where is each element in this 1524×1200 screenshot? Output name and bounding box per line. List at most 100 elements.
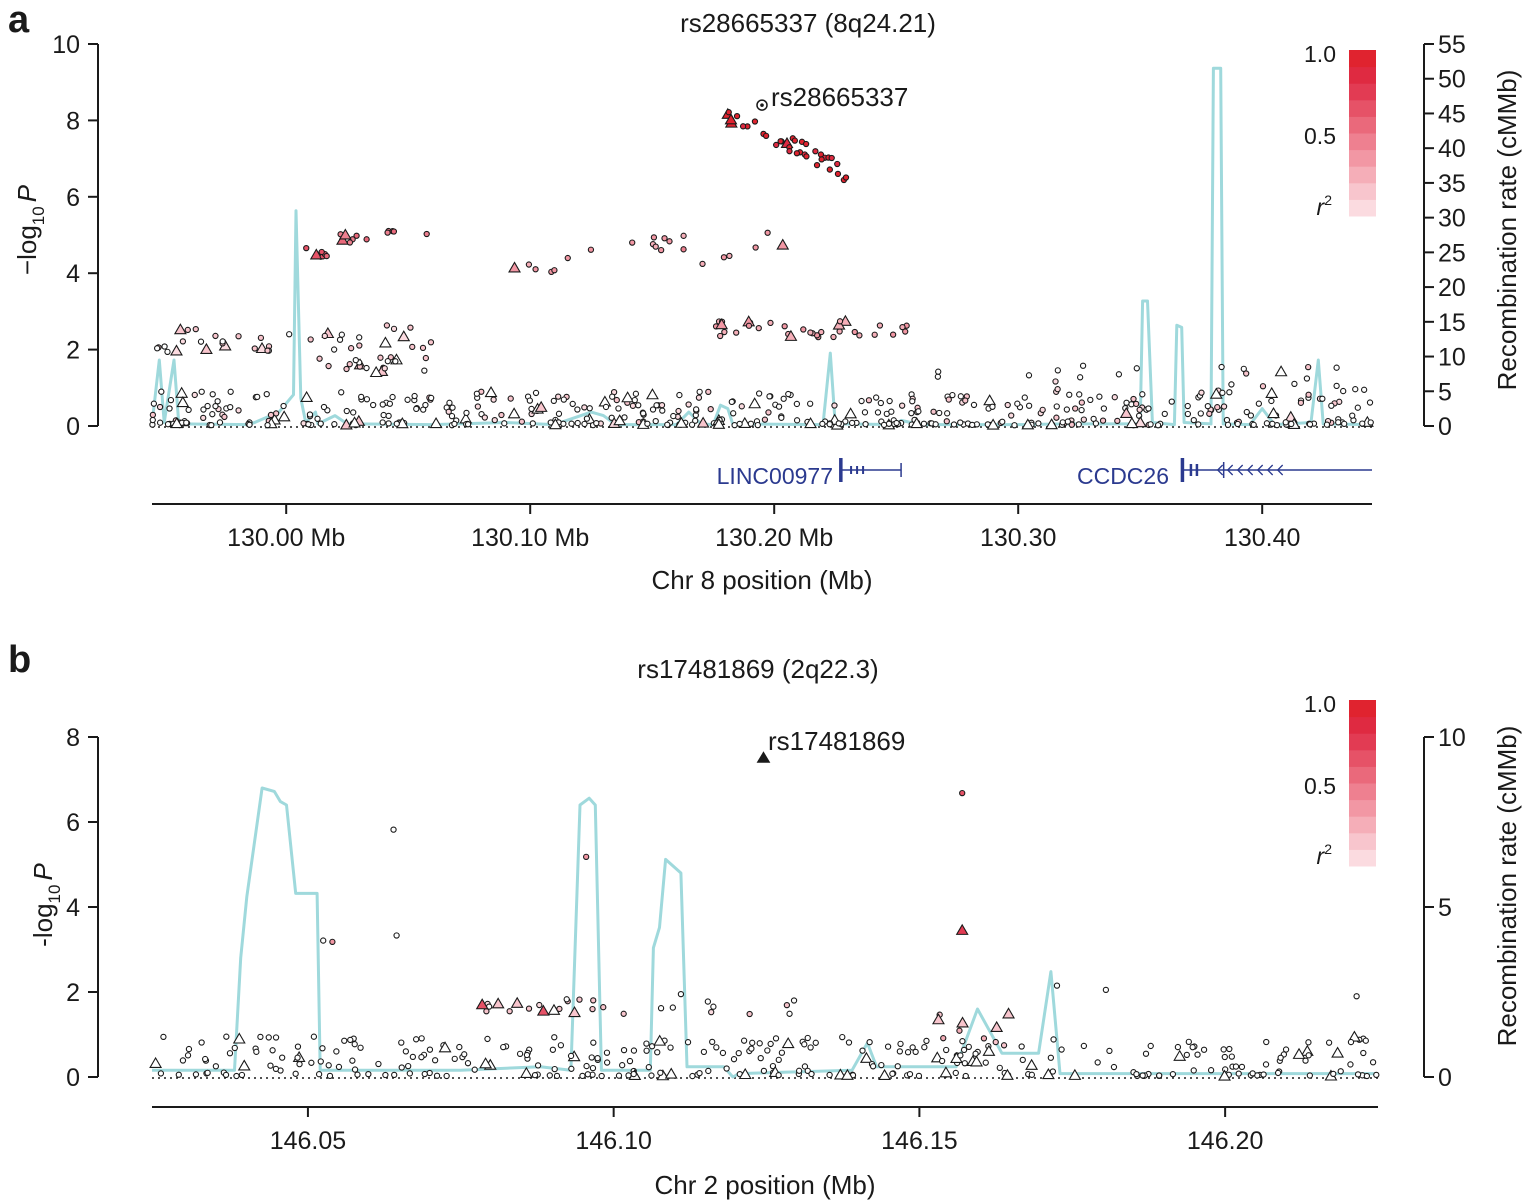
snp-point (719, 1049, 727, 1057)
snp-point (393, 932, 400, 939)
snp-point (1366, 399, 1374, 406)
snp-point (1333, 382, 1340, 390)
snp-point (222, 1071, 230, 1079)
snp-point-triangle (1133, 416, 1147, 428)
snp-point (501, 420, 508, 427)
snp-point (1076, 391, 1083, 398)
snp-point (198, 388, 205, 395)
snp-point (246, 421, 253, 428)
snp-point (657, 1005, 665, 1012)
snp-point (1011, 422, 1018, 429)
gene-exon (862, 466, 865, 474)
snp-point (930, 408, 937, 415)
snp-point (807, 400, 814, 407)
snp-point (471, 1066, 478, 1073)
snp-point (204, 1069, 211, 1076)
snp-point (1039, 406, 1046, 413)
snp-point (197, 338, 205, 345)
snp-point (932, 421, 939, 428)
snp-point (692, 417, 699, 424)
snp-point (880, 421, 888, 429)
snp-point (563, 996, 570, 1003)
snp-point (264, 421, 271, 429)
snp-point (325, 1062, 332, 1069)
snp-point (363, 364, 370, 372)
snp-point (761, 416, 769, 423)
snp-point (185, 1045, 193, 1053)
snp-point (1185, 1038, 1192, 1046)
r2-legend-swatch (1349, 816, 1376, 834)
snp-point (876, 322, 884, 329)
snp-point (584, 1071, 592, 1078)
panel-b-legend-label: r2 (1317, 841, 1333, 869)
snp-point (212, 1063, 220, 1070)
snp-point (1110, 1063, 1118, 1071)
snp-point-triangle (173, 323, 187, 335)
snp-point (775, 1072, 782, 1079)
y2-tick-label: 0 (1438, 1064, 1452, 1092)
snp-point (389, 393, 396, 401)
snp-point (1305, 363, 1312, 371)
x-tick-label: 130.20 Mb (715, 524, 833, 552)
snp-point (1156, 1072, 1163, 1079)
y-tick-label: 8 (66, 107, 80, 135)
snp-point (546, 1072, 553, 1079)
snp-point-triangle (536, 1004, 550, 1016)
snp-point (272, 1065, 280, 1073)
snp-point (386, 400, 394, 407)
snp-point-triangle (653, 1034, 667, 1046)
snp-point (582, 853, 590, 860)
snp-point (871, 331, 878, 338)
snp-point (427, 394, 435, 402)
snp-point (874, 409, 882, 416)
snp-point-triangle (931, 1013, 945, 1025)
snp-point (778, 414, 785, 421)
snp-point (1054, 386, 1061, 393)
snp-point (254, 393, 261, 401)
snp-point-triangle (910, 416, 924, 429)
snp-point (730, 1056, 738, 1063)
snp-point (1053, 982, 1061, 989)
snp-point (1325, 1039, 1333, 1046)
snp-point (569, 400, 576, 408)
snp-point (184, 1052, 192, 1059)
r2-legend-swatch (1349, 149, 1376, 167)
snp-point (1035, 420, 1042, 427)
snp-point (831, 402, 838, 409)
snp-point (733, 329, 740, 336)
snp-point (802, 140, 810, 148)
r2-legend-swatch (1349, 50, 1376, 68)
snp-point-triangle (519, 1066, 533, 1078)
snp-point (385, 412, 392, 420)
snp-point (363, 236, 370, 243)
snp-point (659, 407, 666, 414)
snp-point (576, 996, 583, 1003)
snp-point (279, 1054, 286, 1061)
snp-point (767, 1040, 774, 1048)
snp-point (404, 396, 411, 403)
snp-point (409, 343, 416, 351)
snp-point (1147, 1042, 1154, 1050)
snp-point (358, 393, 365, 401)
snp-point (564, 254, 571, 262)
snp-point (317, 420, 324, 427)
panel-a-xlabel: Chr 8 position (Mb) (651, 565, 872, 595)
snp-point (418, 1035, 425, 1042)
snp-point (602, 403, 610, 411)
snp-point (658, 402, 666, 409)
r2-legend-swatch (1349, 66, 1376, 84)
snp-point (1282, 1046, 1290, 1053)
snp-point (411, 392, 418, 400)
snp-point (166, 405, 173, 412)
snp-point (150, 400, 158, 407)
snp-point (335, 1063, 343, 1071)
r2-legend-swatch (1349, 783, 1376, 801)
snp-point (620, 1010, 627, 1017)
panel-b-ylabel: -log10P (28, 863, 64, 947)
snp-point (775, 1056, 782, 1063)
snp-point (1250, 421, 1257, 429)
snp-point (506, 1008, 513, 1015)
snp-point (326, 1072, 334, 1080)
snp-point (920, 420, 928, 427)
snp-point (826, 1071, 833, 1079)
